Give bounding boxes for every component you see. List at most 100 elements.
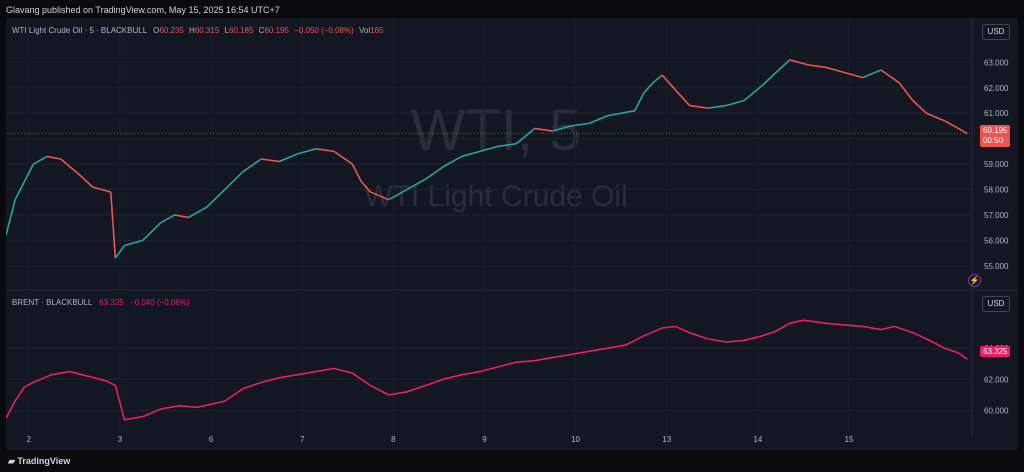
tv-icon: ▰ bbox=[8, 456, 18, 466]
price-segment bbox=[388, 188, 408, 201]
x-tick-label: 3 bbox=[118, 435, 123, 444]
price-segment bbox=[825, 66, 845, 74]
price-segment bbox=[807, 64, 827, 69]
series-layer bbox=[6, 59, 972, 421]
x-tick-label: 10 bbox=[571, 435, 580, 444]
publish-info: Glavang published on TradingView.com, Ma… bbox=[6, 5, 280, 15]
currency-button-main[interactable]: USD bbox=[982, 24, 1010, 40]
watermark-name: WTI Light Crude Oil bbox=[364, 180, 627, 213]
price-segment bbox=[60, 158, 80, 175]
price-segment bbox=[944, 120, 959, 130]
price-segment bbox=[498, 142, 517, 148]
brent-line bbox=[6, 319, 968, 421]
price-segment bbox=[707, 104, 727, 109]
y-tick-label: 62.000 bbox=[984, 84, 1009, 93]
volume-value: 165 bbox=[370, 26, 384, 35]
price-segment bbox=[912, 99, 927, 114]
y-tick-label: 58.000 bbox=[984, 186, 1009, 195]
price-segment bbox=[370, 191, 390, 201]
x-tick-label: 14 bbox=[753, 435, 762, 444]
lightning-icon[interactable]: ⚡ bbox=[968, 274, 981, 287]
price-segment bbox=[315, 148, 335, 153]
price-segment bbox=[844, 71, 863, 79]
countdown: 00:50 bbox=[983, 136, 1004, 145]
price-segment bbox=[957, 127, 968, 135]
price-segment bbox=[101, 188, 112, 193]
y-tick-label: 55.000 bbox=[984, 262, 1009, 271]
price-segment bbox=[661, 74, 677, 91]
y-tick-label: 57.000 bbox=[984, 211, 1009, 220]
close-value: 60.195 bbox=[264, 26, 289, 35]
currency-button-lower[interactable]: USD bbox=[982, 296, 1010, 312]
price-segment bbox=[926, 112, 945, 122]
y-tick-label: 60.000 bbox=[984, 406, 1009, 415]
price-segment bbox=[588, 115, 608, 125]
price-segment bbox=[14, 181, 25, 201]
main-legend: WTI Light Crude Oil · 5 · BLACKBULL O60.… bbox=[12, 26, 384, 35]
price-segment bbox=[880, 69, 900, 84]
price-segment bbox=[424, 165, 444, 181]
price-segment bbox=[187, 206, 207, 219]
open-value: 60.235 bbox=[159, 26, 184, 35]
price-segment bbox=[205, 188, 226, 208]
price-segment bbox=[333, 150, 353, 165]
price-segment bbox=[634, 92, 645, 112]
x-tick-label: 7 bbox=[300, 435, 305, 444]
x-tick-label: 13 bbox=[662, 435, 671, 444]
price-segment bbox=[261, 158, 280, 163]
lower-title: BRENT · BLACKBULL bbox=[12, 298, 93, 307]
price-segment bbox=[124, 239, 143, 247]
y-tick-label: 56.000 bbox=[984, 236, 1009, 245]
price-segment bbox=[297, 148, 317, 155]
high-value: 60.315 bbox=[194, 26, 220, 35]
change-value: −0.050 (−0.08%) bbox=[294, 26, 354, 35]
tradingview-logo[interactable]: ▰ TradingView bbox=[8, 456, 71, 466]
price-segment bbox=[23, 163, 35, 183]
price-segment bbox=[761, 71, 777, 86]
price-segment bbox=[46, 155, 61, 160]
brent-change: −0.040 (−0.06%) bbox=[129, 298, 190, 307]
price-segment bbox=[174, 214, 189, 219]
brent-value: 63.325 bbox=[99, 298, 124, 307]
price-segment bbox=[78, 173, 94, 188]
price-segment bbox=[652, 74, 663, 84]
x-tick-label: 2 bbox=[27, 435, 32, 444]
price-segment bbox=[725, 99, 745, 107]
price-segment bbox=[142, 222, 162, 241]
price-segment bbox=[789, 59, 809, 66]
price-segment bbox=[743, 84, 763, 102]
grid bbox=[6, 18, 1018, 436]
x-tick-label: 15 bbox=[845, 435, 854, 444]
price-segment bbox=[242, 158, 262, 173]
y-tick-label: 59.000 bbox=[984, 160, 1009, 169]
price-segment bbox=[443, 155, 463, 168]
price-segment bbox=[92, 186, 102, 191]
price-segment bbox=[406, 178, 426, 191]
price-segment bbox=[32, 155, 48, 165]
y-tick-label: 61.000 bbox=[984, 109, 1009, 118]
price-segment bbox=[515, 127, 536, 145]
price-segment bbox=[675, 89, 691, 107]
x-tick-label: 9 bbox=[482, 435, 487, 444]
low-value: 60.185 bbox=[228, 26, 254, 35]
price-segment bbox=[552, 125, 572, 132]
price-segment bbox=[224, 171, 244, 191]
price-segment bbox=[279, 153, 298, 163]
chart-area[interactable]: WTI, 5 WTI Light Crude Oil 55.000 56.000 5… bbox=[6, 18, 1018, 450]
x-tick-label: 6 bbox=[209, 435, 214, 444]
last-price-tag: 60.195 00:50 bbox=[980, 125, 1011, 147]
lower-legend: BRENT · BLACKBULL 63.325 −0.040 (−0.06%) bbox=[12, 298, 190, 307]
price-segment bbox=[534, 127, 553, 132]
y-tick-label: 62.000 bbox=[984, 375, 1009, 384]
price-segment bbox=[461, 150, 481, 158]
price-segment bbox=[160, 214, 175, 224]
chart-svg[interactable]: WTI, 5 WTI Light Crude Oil 55.00056.0005… bbox=[6, 18, 1018, 450]
main-title: WTI Light Crude Oil · 5 · BLACKBULL bbox=[12, 26, 147, 35]
price-segment bbox=[110, 192, 117, 259]
price-segment bbox=[114, 245, 126, 259]
price-segment bbox=[643, 82, 654, 94]
brent-last-price-tag: 63.325 bbox=[980, 346, 1011, 357]
price-segment bbox=[479, 145, 499, 153]
price-segment bbox=[689, 104, 708, 109]
